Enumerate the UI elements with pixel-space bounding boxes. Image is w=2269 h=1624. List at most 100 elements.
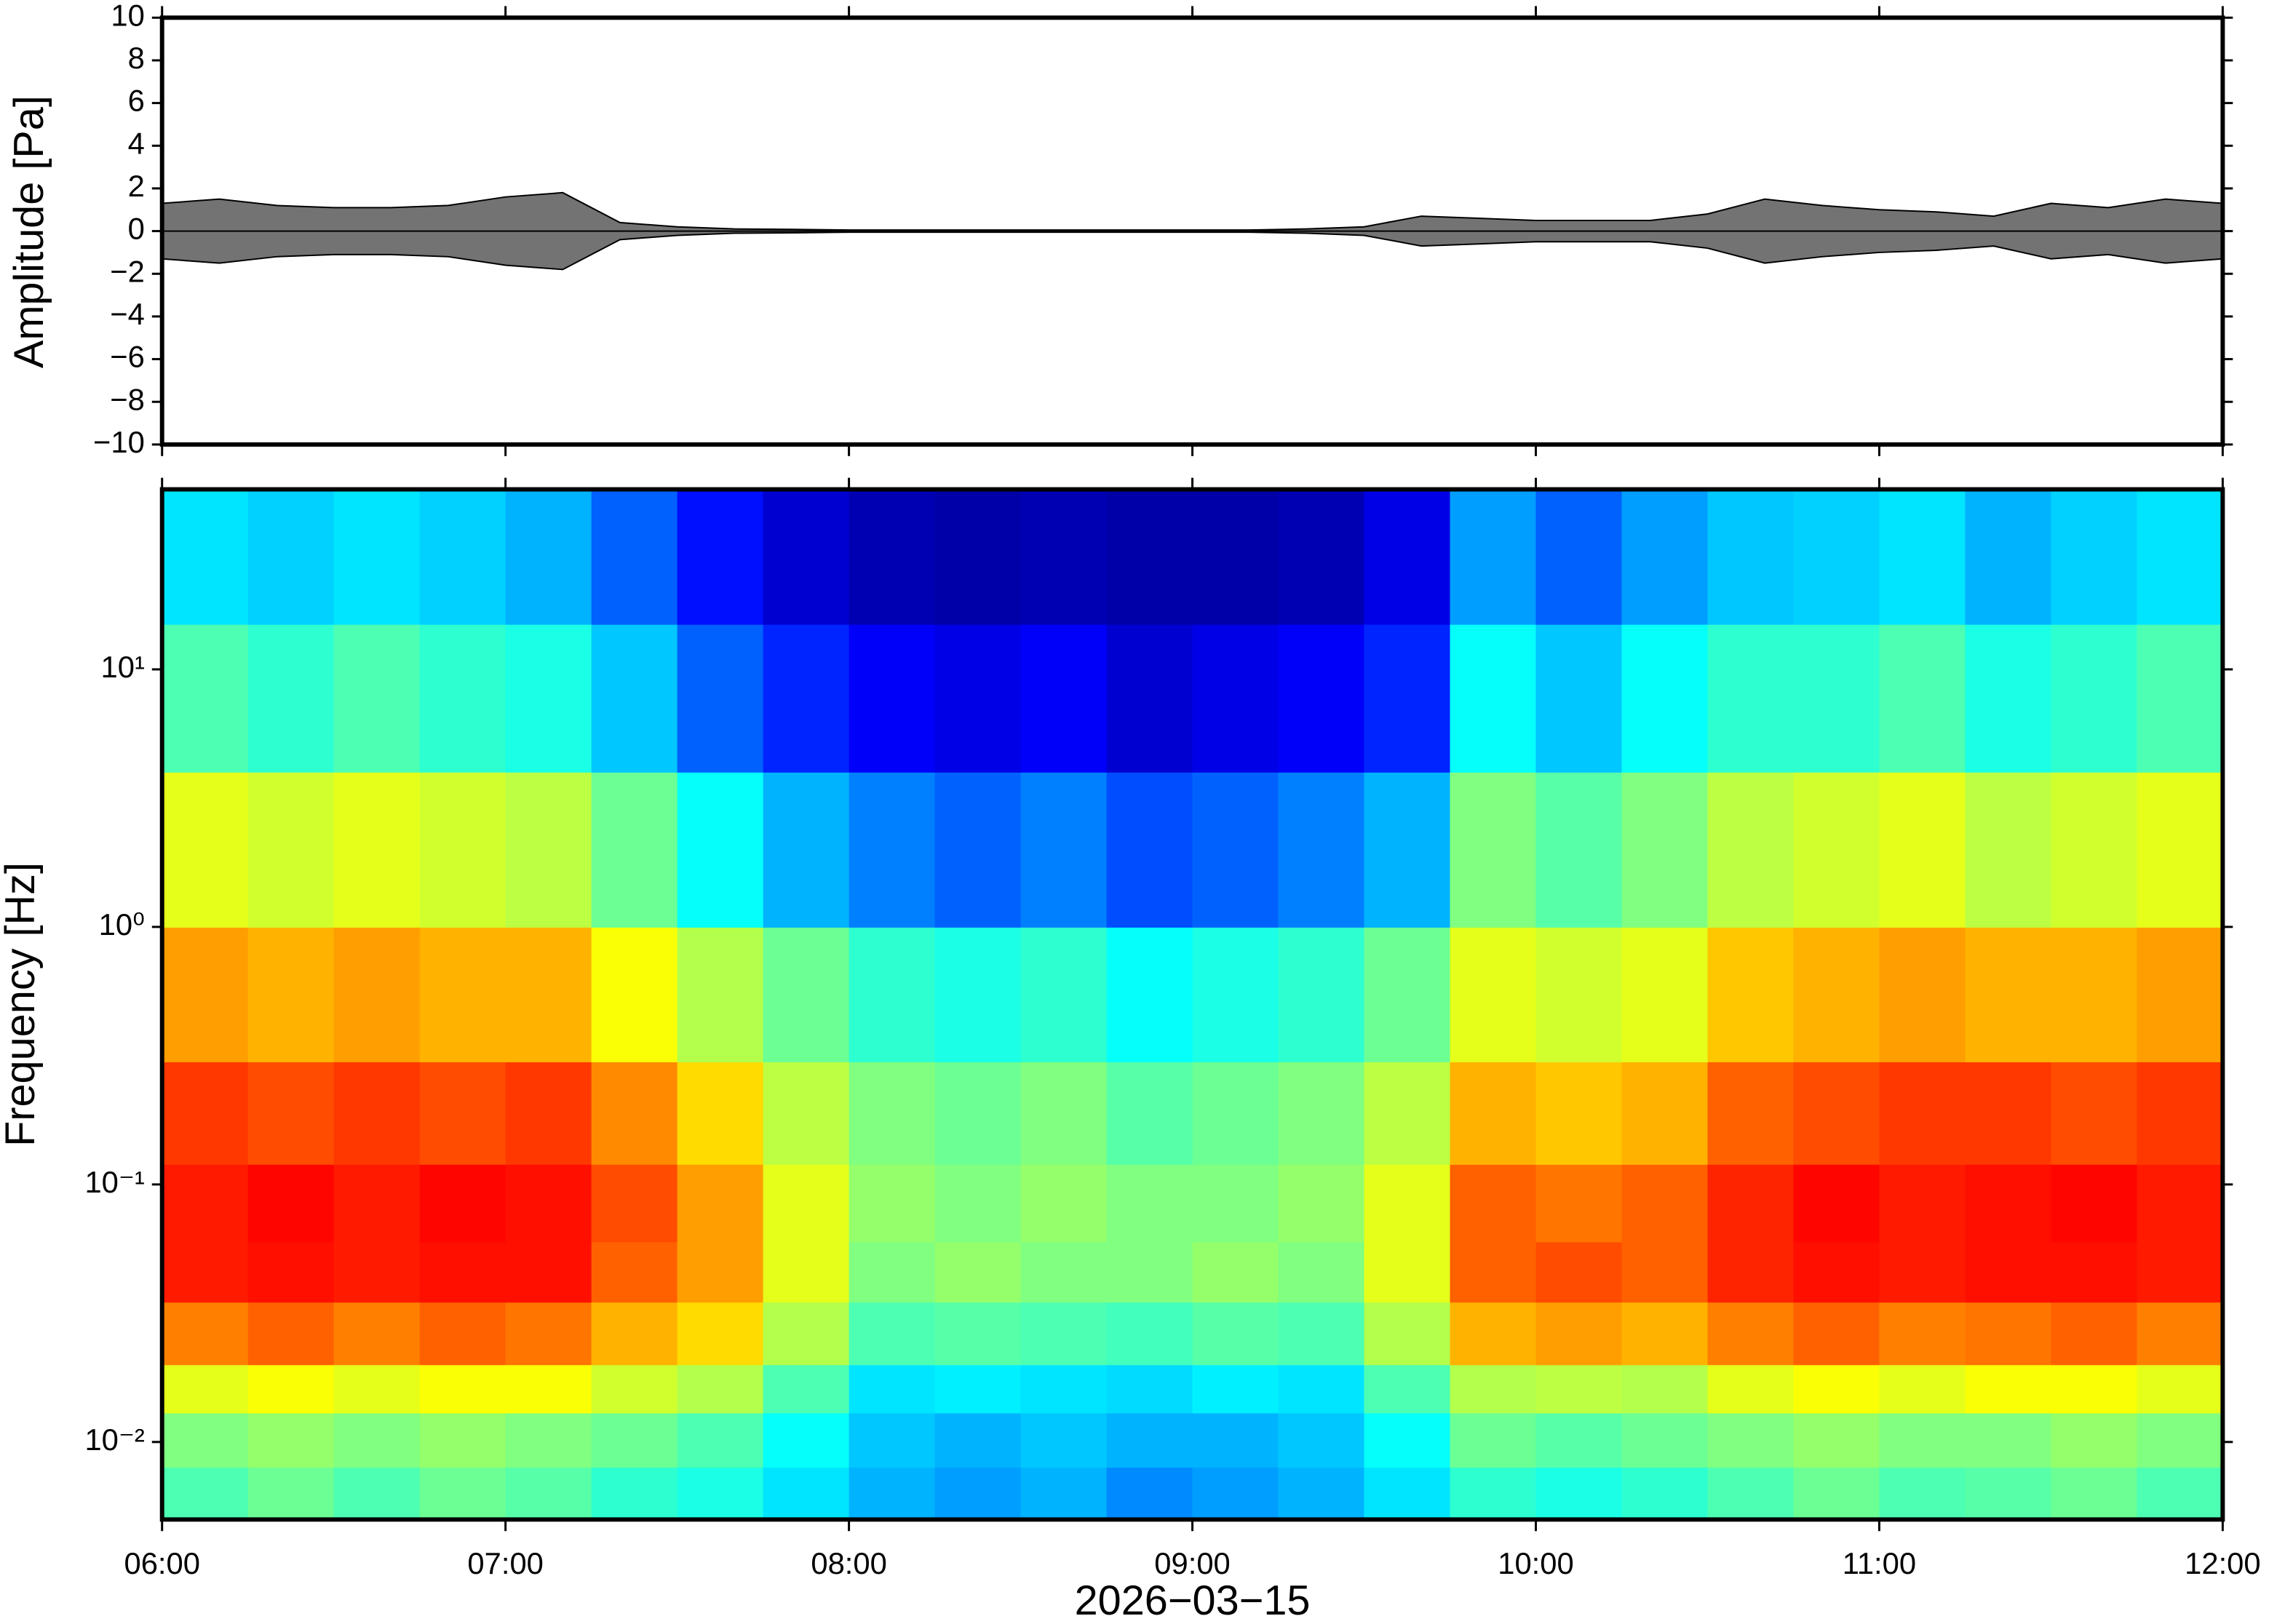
spectrogram-cell	[1621, 1163, 1709, 1243]
spectrogram-cell	[419, 1061, 506, 1165]
spectrogram-cell	[247, 1302, 335, 1366]
spectrogram-cell	[849, 489, 936, 625]
spectrogram-cell	[247, 1364, 335, 1414]
spectrogram-cell	[677, 1412, 764, 1468]
spectrogram-cell	[1364, 1061, 1451, 1165]
spectrogram-cell	[1707, 1302, 1795, 1366]
spectrogram-cell	[1192, 1364, 1279, 1414]
spectrogram-cell	[1965, 624, 2052, 773]
spectrogram-cell	[1965, 1412, 2052, 1468]
spectrogram-cell	[333, 1302, 421, 1366]
spectrogram-cell	[1879, 1302, 1966, 1366]
spectrogram-cell	[1621, 1467, 1709, 1521]
spectrogram-cell	[2051, 926, 2138, 1062]
waveform-upper	[162, 191, 2223, 231]
spectrogram-cell	[1192, 1412, 1279, 1468]
x-axis-label: 2026−03−15	[1075, 1577, 1311, 1624]
spectrogram-cell	[1707, 1364, 1795, 1414]
spectrogram-cell	[1621, 489, 1709, 625]
spectrogram-cell	[505, 1467, 592, 1521]
spectrogram-cell	[1965, 771, 2052, 928]
spectrogram-cell	[1106, 926, 1193, 1062]
spectrogram-cell	[1793, 771, 1880, 928]
spectrogram-cell	[1450, 1302, 1537, 1366]
spectrogram-cell	[162, 926, 249, 1062]
spectrogram-cell	[1364, 1412, 1451, 1468]
spectrogram-cell	[333, 771, 421, 928]
spectrogram-cell	[1707, 1241, 1795, 1303]
spectrogram-cell	[1364, 1302, 1451, 1366]
spectrogram-cell	[1450, 1241, 1537, 1303]
spectrogram-cell	[505, 926, 592, 1062]
spectrogram-cell	[849, 1364, 936, 1414]
spectrogram-cell	[1621, 1302, 1709, 1366]
spectrogram-cell	[934, 1061, 1022, 1165]
y-tick-label: 2	[128, 169, 145, 203]
spectrogram-cell	[419, 1412, 506, 1468]
spectrogram-cell	[1793, 1302, 1880, 1366]
y-tick-label: −6	[110, 340, 145, 374]
y-tick-label: 10¹	[101, 650, 145, 684]
spectrogram-cell	[1965, 1061, 2052, 1165]
spectrogram-cell	[1278, 1467, 1365, 1521]
spectrogram-cell	[2137, 926, 2224, 1062]
spectrogram-cell	[1793, 1241, 1880, 1303]
plot-frame	[159, 487, 2225, 1522]
spectrogram-cell	[505, 1302, 592, 1366]
spectrogram-cell	[333, 926, 421, 1062]
spectrogram-cell	[1364, 1467, 1451, 1521]
spectrogram-cell	[1020, 771, 1108, 928]
spectrogram-cell	[1535, 1061, 1623, 1165]
spectrogram-cell	[1793, 926, 1880, 1062]
spectrogram-cell	[763, 1163, 850, 1243]
spectrogram-cell	[1707, 1467, 1795, 1521]
spectrogram-cell	[1965, 1241, 2052, 1303]
spectrogram-cell	[505, 1163, 592, 1243]
y-tick-label: 6	[128, 84, 145, 118]
spectrogram-cell	[591, 1302, 678, 1366]
waveform-lower	[162, 231, 2223, 271]
spectrogram-cell	[333, 1467, 421, 1521]
spectrogram-cell	[1621, 1241, 1709, 1303]
spectrogram-cell	[419, 1241, 506, 1303]
spectrogram-cell	[505, 1241, 592, 1303]
spectrogram-cell	[1621, 1364, 1709, 1414]
spectrogram-cell	[1020, 1163, 1108, 1243]
spectrogram-cell	[1106, 1467, 1193, 1521]
spectrogram-cell	[1020, 489, 1108, 625]
spectrogram-cell	[1106, 1412, 1193, 1468]
spectrogram-cell	[2051, 1241, 2138, 1303]
spectrogram-cell	[505, 1061, 592, 1165]
spectrogram-cell	[1707, 489, 1795, 625]
y-tick-label: 0	[128, 212, 145, 246]
spectrogram-cell	[1278, 1412, 1365, 1468]
spectrogram-cell	[1707, 926, 1795, 1062]
spectrogram-cell	[1106, 624, 1193, 773]
spectrogram-cell	[247, 1412, 335, 1468]
x-tick-label: 07:00	[467, 1546, 543, 1580]
spectrogram-cell	[2137, 489, 2224, 625]
spectrogram-cell	[1879, 1467, 1966, 1521]
y-tick-label: −4	[110, 297, 145, 331]
spectrogram-cell	[849, 926, 936, 1062]
spectrogram-cell	[934, 771, 1022, 928]
x-tick-label: 08:00	[811, 1546, 886, 1580]
spectrogram-cell	[162, 771, 249, 928]
spectrogram-cell	[419, 1302, 506, 1366]
spectrogram-cell	[1535, 624, 1623, 773]
spectrogram-cell	[934, 926, 1022, 1062]
spectrogram-cell	[1535, 489, 1623, 625]
spectrogram-cell	[1278, 1163, 1365, 1243]
x-tick-label: 10:00	[1498, 1546, 1573, 1580]
spectrogram-cell	[934, 1163, 1022, 1243]
spectrogram-cell	[1106, 771, 1193, 928]
spectrogram-cell	[1364, 1163, 1451, 1243]
spectrogram-cell	[1364, 1241, 1451, 1303]
spectrogram-cell	[1278, 771, 1365, 928]
spectrogram-cell	[1364, 1364, 1451, 1414]
spectrogram-cell	[247, 1061, 335, 1165]
spectrogram-cell	[591, 1364, 678, 1414]
spectrogram-cell	[2137, 1061, 2224, 1165]
spectrogram-cell	[2137, 1412, 2224, 1468]
